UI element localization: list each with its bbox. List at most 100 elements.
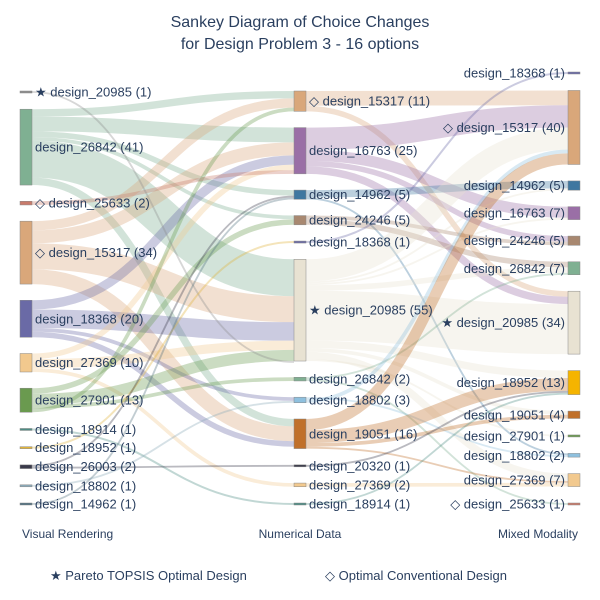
node-label-middle-m18914: design_18914 (1): [309, 497, 410, 512]
sankey-node-left-l14962[interactable]: [19, 502, 33, 506]
sankey-node-right-r14962[interactable]: [567, 180, 581, 191]
sankey-link-l26842-m20985: [31, 140, 295, 297]
sankey-link-l26003-m14962: [31, 195, 295, 467]
sankey-link-m20985-r14962: [305, 188, 569, 284]
node-label-middle-m14962: design_14962 (5): [309, 187, 410, 202]
sankey-node-middle-m24246[interactable]: [293, 215, 307, 226]
chart-title: Sankey Diagram of Choice Changes for Des…: [0, 12, 600, 56]
sankey-node-left-l25633[interactable]: [19, 201, 33, 206]
sankey-link-l18914-m18914: [31, 428, 295, 505]
sankey-link-l20985-m20985: [31, 91, 295, 363]
node-label-left-l20985: ★ design_20985 (1): [35, 85, 151, 100]
node-label-left-l25633: ◇ design_25633 (2): [35, 196, 150, 211]
sankey-node-right-r20985[interactable]: [567, 290, 581, 355]
sankey-link-m16763-r16763: [305, 149, 569, 218]
node-label-middle-m18368: design_18368 (1): [309, 235, 410, 250]
node-label-middle-m26842: design_26842 (2): [309, 372, 410, 387]
sankey-links: [31, 72, 569, 505]
sankey-node-right-r26842[interactable]: [567, 261, 581, 275]
sankey-node-middle-m18802[interactable]: [293, 396, 307, 404]
sankey-link-m19051-r19051: [305, 414, 569, 447]
sankey-node-middle-m16763[interactable]: [293, 127, 307, 175]
sankey-node-middle-m20985[interactable]: [293, 259, 307, 362]
sankey-node-middle-m20320[interactable]: [293, 464, 307, 468]
sankey-node-right-r18802[interactable]: [567, 453, 581, 458]
sankey-link-l18368-m20985: [31, 309, 295, 341]
sankey-link-m16763-r20985: [305, 166, 569, 305]
node-label-right-r18368: design_18368 (1): [464, 66, 565, 81]
sankey-link-l15317-m19051: [31, 269, 295, 442]
sankey-node-right-r18952[interactable]: [567, 370, 581, 395]
node-label-left-l18368: design_18368 (20): [35, 311, 143, 326]
node-label-middle-m18802: design_18802 (3): [309, 392, 410, 407]
sankey-link-m24246-r26842: [305, 219, 569, 268]
node-label-middle-m16763: design_16763 (25): [309, 143, 417, 158]
stage-label-visual-rendering: Visual Rendering: [22, 527, 113, 541]
sankey-node-right-r16763[interactable]: [567, 206, 581, 220]
sankey-node-middle-m14962[interactable]: [293, 189, 307, 200]
sankey-node-right-r24246[interactable]: [567, 235, 581, 246]
sankey-link-m20985-r27901: [305, 359, 569, 437]
sankey-link-m20985-r19051: [305, 348, 569, 415]
node-label-left-l14962: design_14962 (1): [35, 497, 136, 512]
sankey-link-m18368-r18368: [305, 72, 569, 244]
sankey-link-m20985-r27369: [305, 351, 569, 481]
sankey-node-left-l18802[interactable]: [19, 484, 33, 488]
sankey-node-right-r27369[interactable]: [567, 473, 581, 487]
sankey-node-left-l18952[interactable]: [19, 446, 33, 449]
node-label-middle-m27369: design_27369 (2): [309, 477, 410, 492]
sankey-link-m20985-r26842: [305, 267, 569, 291]
sankey-link-m19051-r18952: [305, 377, 569, 444]
sankey-node-left-l18368[interactable]: [19, 300, 33, 338]
sankey-link-m14962-r18802: [305, 197, 569, 456]
sankey-link-m16763-r15317: [305, 105, 569, 150]
node-label-right-r26842: design_26842 (7): [464, 261, 565, 276]
sankey-link-l18368-m19051: [31, 331, 295, 447]
node-label-right-r14962: design_14962 (5): [464, 178, 565, 193]
sankey-node-left-l27369[interactable]: [19, 353, 33, 373]
sankey-link-m19051-r15317: [305, 153, 569, 431]
sankey-node-right-r19051[interactable]: [567, 410, 581, 419]
sankey-node-left-l15317[interactable]: [19, 220, 33, 285]
sankey-node-right-r18368[interactable]: [567, 71, 581, 75]
sankey-link-m20985-r20985: [305, 290, 569, 355]
node-label-left-l27369: design_27369 (10): [35, 355, 143, 370]
node-label-right-r25633: ◇ design_25633 (1): [450, 497, 565, 512]
sankey-node-middle-m27369[interactable]: [293, 482, 307, 488]
node-label-left-l26003: design_26003 (2): [35, 459, 136, 474]
node-label-right-r18952: design_18952 (13): [457, 375, 565, 390]
sankey-node-left-l18914[interactable]: [19, 428, 33, 431]
sankey-link-m15317-r20985: [305, 105, 569, 297]
sankey-node-right-r15317[interactable]: [567, 90, 581, 165]
legend-optimal-conventional: ◇ Optimal Conventional Design: [325, 568, 507, 583]
sankey-link-m24246-r24246: [305, 215, 569, 246]
sankey-node-middle-m26842[interactable]: [293, 377, 307, 382]
sankey-link-l18368-m16763: [31, 155, 295, 310]
legend-pareto-topsis: ★ Pareto TOPSIS Optimal Design: [50, 568, 247, 583]
sankey-node-middle-m18914[interactable]: [293, 502, 307, 506]
sankey-link-l27901-m26842: [31, 377, 295, 409]
node-label-middle-m20320: design_20320 (1): [309, 458, 410, 473]
sankey-node-left-l26842[interactable]: [19, 108, 33, 186]
sankey-node-right-r27901[interactable]: [567, 434, 581, 438]
node-label-left-l27901: design_27901 (13): [35, 393, 143, 408]
sankey-node-left-l27901[interactable]: [19, 387, 33, 413]
sankey-link-l26842-m14962: [31, 131, 295, 196]
node-label-right-r27369: design_27369 (7): [464, 473, 565, 488]
sankey-node-middle-m18368[interactable]: [293, 240, 307, 244]
sankey-link-m18802-r18802: [305, 397, 569, 458]
stage-label-numerical-data: Numerical Data: [259, 527, 342, 541]
sankey-link-l25633-m16763: [31, 170, 295, 205]
sankey-nodes: [19, 71, 581, 506]
sankey-node-middle-m19051[interactable]: [293, 418, 307, 449]
sankey-link-l27369-m16763: [31, 164, 295, 360]
sankey-link-l26842-m15317: [31, 91, 295, 117]
sankey-node-left-l26003[interactable]: [19, 464, 33, 469]
node-label-left-l18802: design_18802 (1): [35, 478, 136, 493]
sankey-node-left-l20985[interactable]: [19, 90, 33, 94]
sankey-link-m14962-r14962: [305, 180, 569, 198]
sankey-node-middle-m15317[interactable]: [293, 90, 307, 112]
chart-title-line-2: for Design Problem 3 - 16 options: [180, 36, 420, 53]
sankey-node-right-r25633[interactable]: [567, 502, 581, 506]
